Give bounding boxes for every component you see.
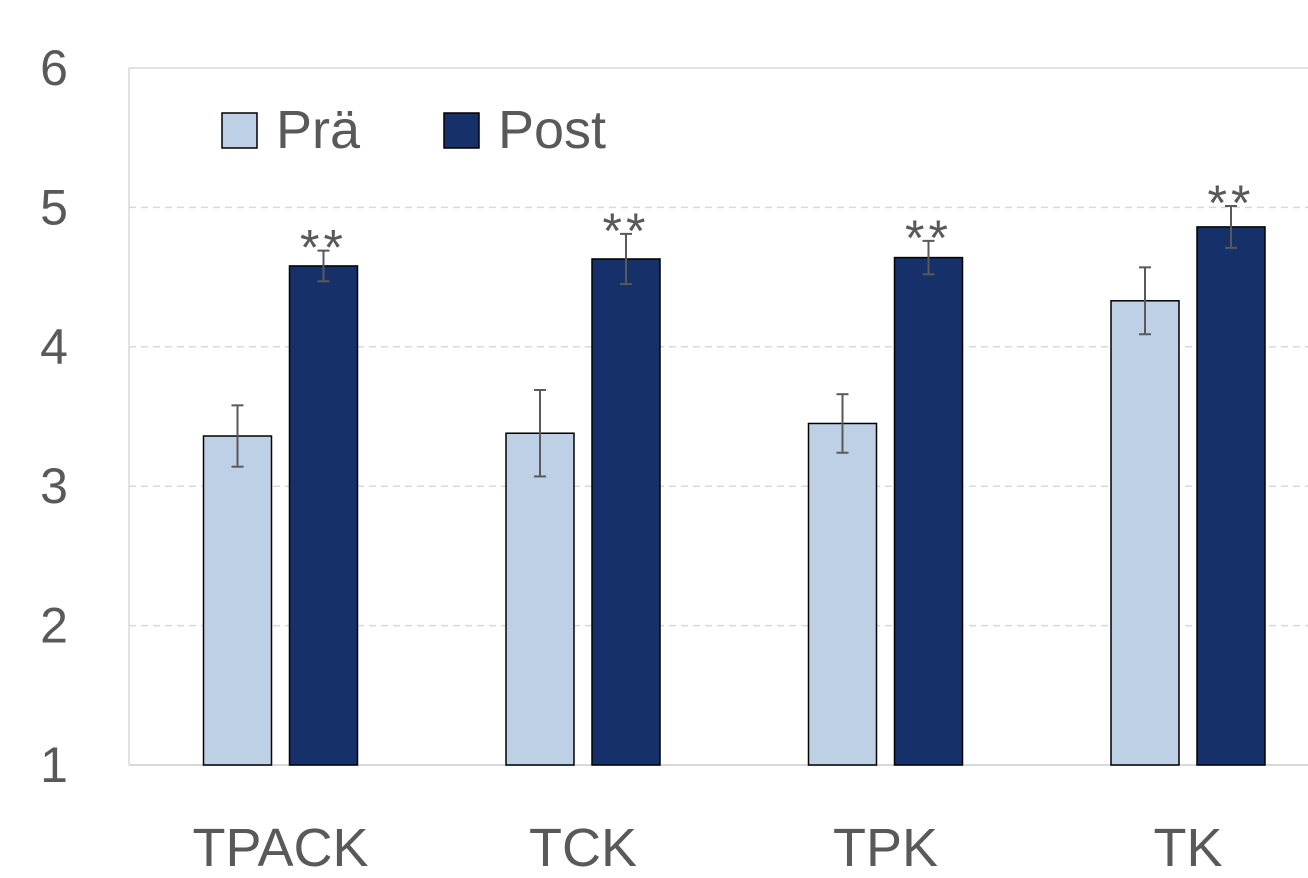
legend-swatch [221, 112, 258, 149]
x-tick-label-tpack: TPACK [192, 818, 368, 873]
bar-post-tk [1196, 226, 1266, 766]
bar-pr-tpack [202, 435, 273, 766]
significance-annotations: ** ** ** ** [300, 175, 1255, 276]
legend-label: Post [498, 100, 606, 160]
y-tick-label: 3 [40, 458, 68, 514]
bar-pr-tck [505, 432, 575, 766]
legend-label: Prä [276, 100, 361, 160]
bars [202, 226, 1266, 766]
legend: Prä Post [221, 100, 606, 160]
bar-pr-tk [1110, 300, 1180, 766]
significance-label: ** [300, 220, 347, 276]
bar-post-tpack [288, 265, 359, 766]
tick-labels: 1 2 3 4 5 6 TPACK TCK TPK TK [40, 40, 1222, 878]
significance-label: ** [603, 203, 650, 259]
y-tick-label: 6 [40, 40, 68, 96]
x-tick-label-tck: TCK [529, 818, 637, 873]
x-tick-label-tpk: TPK [833, 818, 938, 873]
bar-post-tpk [893, 256, 964, 766]
bar-post-tck [591, 258, 661, 766]
y-tick-label: 1 [40, 737, 68, 793]
bar-pr-tpk [807, 422, 878, 766]
significance-label: ** [1208, 175, 1255, 231]
legend-swatch [443, 112, 480, 149]
y-tick-label: 2 [40, 598, 68, 654]
significance-label: ** [905, 210, 952, 266]
x-tick-label-tk: TK [1153, 818, 1222, 873]
error-bars [231, 205, 1237, 478]
y-tick-label: 4 [40, 319, 68, 375]
y-tick-label: 5 [40, 179, 68, 235]
